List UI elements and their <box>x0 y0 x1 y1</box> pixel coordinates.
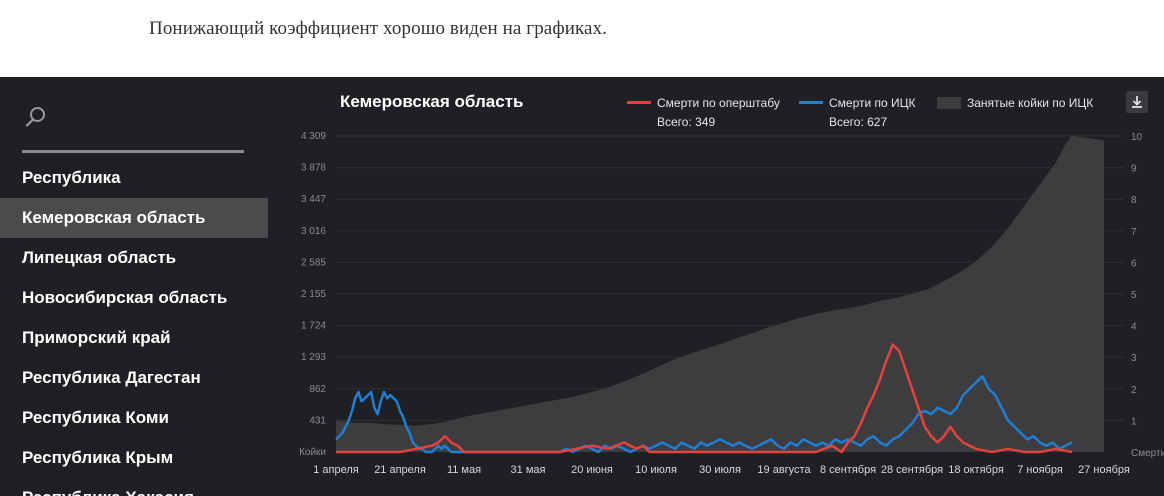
y-tick-label-right: 3 <box>1131 353 1137 364</box>
download-button[interactable] <box>1126 91 1148 113</box>
chart-widget: Республика Кемеровская область Липецкая об… <box>0 77 1164 496</box>
legend-item-operstab[interactable]: Смерти по оперштабу Всего: 349 <box>627 96 780 129</box>
legend-swatch-red <box>627 100 651 104</box>
y-tick-label-right: 10 <box>1131 132 1143 143</box>
region-sidebar: Республика Кемеровская область Липецкая об… <box>0 77 270 496</box>
y-tick-label-right: 1 <box>1131 416 1137 427</box>
series-line-ick <box>335 374 1073 454</box>
sidebar-separator <box>22 150 244 153</box>
series-line-operstab <box>336 343 1073 454</box>
y-tick-label-right: Смерти <box>1131 448 1164 459</box>
sidebar-item-region[interactable]: Приморский край <box>22 328 171 347</box>
region-list: Республика Кемеровская область Липецкая об… <box>0 158 270 496</box>
legend-label: Смерти по ИЦК <box>829 96 916 110</box>
x-tick-label: 7 ноября <box>1017 464 1063 476</box>
x-tick-label: 20 июня <box>571 464 613 476</box>
x-tick-label: 8 сентября <box>820 464 876 476</box>
sidebar-item-region[interactable]: Липецкая область <box>22 248 177 267</box>
x-tick-label: 30 июля <box>699 464 741 476</box>
y-tick-label-left: 4 309 <box>301 131 326 142</box>
sidebar-item-region[interactable]: Республика Хакасия <box>0 478 270 496</box>
legend-total: Всего: 349 <box>657 115 716 129</box>
x-tick-label: 31 мая <box>511 464 546 476</box>
y-tick-label-right: 5 <box>1131 290 1137 301</box>
chart-title: Кемеровская область <box>340 92 524 111</box>
sidebar-item-region[interactable]: Новосибирская область <box>22 288 228 307</box>
sidebar-item-region[interactable]: Республика <box>22 168 121 187</box>
y-tick-label-left: Койки <box>299 447 326 458</box>
y-tick-label-left: 3 447 <box>301 194 326 205</box>
x-tick-label: 11 мая <box>447 464 481 476</box>
search-icon[interactable] <box>24 105 48 129</box>
y-tick-label-left: 2 585 <box>301 257 326 268</box>
y-tick-label-right: 2 <box>1131 385 1137 396</box>
y-tick-label-right: 7 <box>1131 227 1137 238</box>
legend-swatch-gray <box>937 96 961 109</box>
legend-label: Смерти по оперштабу <box>657 96 780 110</box>
legend-swatch-blue <box>799 100 823 104</box>
download-icon <box>1132 96 1142 108</box>
x-tick-label: 27 ноября <box>1078 464 1130 476</box>
y-tick-label-left: 1 293 <box>301 352 326 363</box>
x-tick-label: 19 августа <box>757 464 811 476</box>
y-tick-label-left: 2 155 <box>301 289 326 300</box>
sidebar-item-region[interactable]: Республика Коми <box>22 408 169 427</box>
sidebar-item-region[interactable]: Кемеровская область <box>0 198 268 238</box>
legend-total: Всего: 627 <box>829 115 888 129</box>
y-tick-label-left: 3 878 <box>301 163 326 174</box>
x-tick-label: 1 апреля <box>313 464 359 476</box>
y-tick-label-left: 862 <box>309 384 326 395</box>
x-tick-label: 28 сентября <box>881 464 943 476</box>
y-tick-label-right: 4 <box>1131 322 1137 333</box>
sidebar-item-region[interactable]: Республика Крым <box>22 448 174 467</box>
x-tick-label: 10 июля <box>635 464 677 476</box>
y-tick-label-left: 431 <box>309 415 326 426</box>
sidebar-item-region[interactable]: Республика Дагестан <box>22 368 201 387</box>
x-tick-label: 18 октября <box>948 464 1004 476</box>
legend-item-ick[interactable]: Смерти по ИЦК Всего: 627 <box>799 96 916 129</box>
y-tick-label-right: 8 <box>1131 195 1137 206</box>
y-tick-label-left: 1 724 <box>301 321 326 332</box>
legend-item-beds[interactable]: Занятые койки по ИЦК <box>937 96 1093 110</box>
series-area-beds <box>336 136 1104 452</box>
y-tick-label-left: 3 016 <box>301 226 326 237</box>
intro-paragraph: Понижающий коэффициент хорошо виден на г… <box>149 18 608 39</box>
y-tick-label-right: 6 <box>1131 258 1137 269</box>
x-tick-label: 21 апреля <box>374 464 426 476</box>
y-tick-label-right: 9 <box>1131 164 1137 175</box>
legend-label: Занятые койки по ИЦК <box>967 96 1094 110</box>
